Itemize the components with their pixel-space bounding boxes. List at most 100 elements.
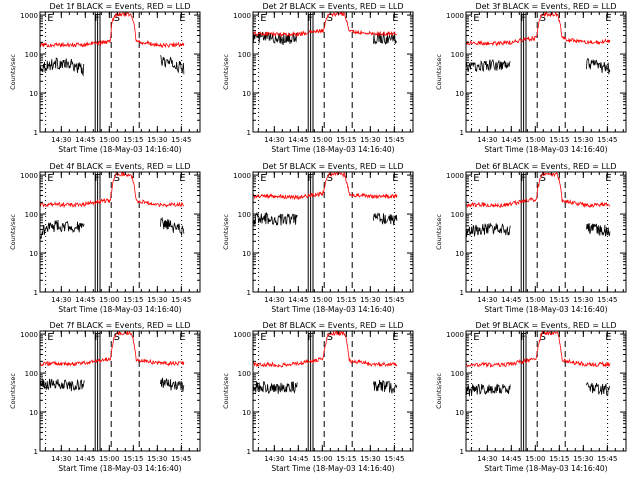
x-axis-label: Start Time (18-May-03 14:16:40) (484, 464, 607, 473)
plot-frame (252, 11, 414, 133)
x-tick-label: 14:45 (288, 455, 308, 463)
x-tick-label: 15:45 (597, 455, 617, 463)
x-tick-label: 15:30 (147, 296, 167, 304)
marker-label-s: S (327, 173, 333, 184)
x-tick-label: 15:00 (312, 136, 332, 144)
y-tick-label: 10 (242, 90, 251, 98)
lld-series-line (39, 11, 185, 49)
marker-label-f: F (94, 13, 100, 24)
marker-label-e: E (260, 173, 266, 184)
events-series-line (252, 211, 298, 226)
x-tick-label: 15:15 (123, 136, 143, 144)
marker-label-s: S (114, 13, 120, 24)
events-series-line (465, 383, 511, 397)
events-series-line (586, 58, 611, 75)
y-tick-label: 1 (34, 289, 38, 297)
y-tick-label: 1000 (446, 331, 464, 339)
events-series-line (586, 382, 611, 397)
y-tick-label: 1 (460, 289, 464, 297)
y-axis-label: Counts/sec (435, 54, 443, 90)
events-series-line (373, 379, 398, 394)
marker-label-f: F (520, 332, 526, 343)
y-tick-label: 1000 (446, 12, 464, 20)
y-tick-label: 100 (25, 211, 38, 219)
events-series-line (160, 55, 185, 75)
y-tick-label: 100 (238, 370, 251, 378)
events-series-line (252, 381, 298, 395)
x-tick-label: 15:15 (336, 296, 356, 304)
y-tick-label: 10 (29, 409, 38, 417)
events-series-line (373, 32, 398, 46)
marker-label-s: S (540, 13, 546, 24)
y-tick-label: 1000 (20, 331, 38, 339)
chart-panel-det9: Det 9f BLACK = Events, RED = LLD E F S E 1 10 1… (435, 321, 627, 473)
lld-series-line (39, 330, 185, 367)
marker-label-e: E (605, 13, 611, 24)
chart-title: Det 2f BLACK = Events, RED = LLD (262, 2, 403, 11)
x-tick-label: 15:00 (99, 136, 119, 144)
marker-label-s: S (114, 332, 120, 343)
x-tick-label: 14:30 (51, 136, 71, 144)
x-tick-label: 14:45 (288, 136, 308, 144)
y-axis-label: Counts/sec (435, 214, 443, 250)
x-tick-label: 15:45 (597, 296, 617, 304)
x-axis-label: Start Time (18-May-03 14:16:40) (484, 145, 607, 154)
events-series-line (373, 212, 398, 226)
y-tick-label: 1 (34, 129, 38, 137)
marker-label-e: E (47, 332, 53, 343)
chart-panel-det3: Det 3f BLACK = Events, RED = LLD E F S E 1 10 1… (435, 2, 627, 154)
plot-frame (252, 330, 414, 452)
lld-series-line (252, 330, 398, 368)
marker-label-s: S (327, 13, 333, 24)
marker-label-f: F (94, 332, 100, 343)
chart-title: Det 7f BLACK = Events, RED = LLD (49, 321, 190, 330)
lld-series-line (252, 10, 397, 38)
x-tick-label: 14:45 (75, 455, 95, 463)
chart-panel-det4: Det 4f BLACK = Events, RED = LLD E F S E 1 10 1… (9, 162, 201, 314)
x-tick-label: 15:45 (384, 296, 404, 304)
y-tick-label: 1 (247, 448, 251, 456)
y-tick-label: 100 (25, 370, 38, 378)
x-tick-label: 14:30 (264, 455, 284, 463)
marker-label-f: F (520, 13, 526, 24)
marker-label-f: F (520, 173, 526, 184)
x-tick-label: 14:45 (75, 296, 95, 304)
lld-series-line (465, 171, 611, 209)
x-tick-label: 14:45 (75, 136, 95, 144)
plot-frame (39, 171, 201, 293)
x-tick-label: 15:45 (384, 455, 404, 463)
y-tick-label: 1000 (20, 172, 38, 180)
y-tick-label: 100 (451, 211, 464, 219)
x-tick-label: 14:30 (477, 136, 497, 144)
x-tick-label: 15:45 (171, 296, 191, 304)
events-series-line (465, 222, 511, 238)
y-tick-label: 1 (247, 129, 251, 137)
marker-label-e: E (473, 332, 479, 343)
chart-title: Det 4f BLACK = Events, RED = LLD (49, 162, 190, 171)
x-tick-label: 15:30 (360, 296, 380, 304)
events-series-line (465, 58, 511, 72)
x-tick-label: 14:30 (264, 296, 284, 304)
marker-label-e: E (605, 173, 611, 184)
lld-series-line (39, 171, 185, 209)
x-tick-label: 15:30 (360, 136, 380, 144)
marker-label-f: F (307, 332, 313, 343)
x-tick-label: 15:15 (123, 455, 143, 463)
y-axis-label: Counts/sec (435, 373, 443, 409)
lld-series-line (465, 329, 611, 368)
y-tick-label: 10 (455, 409, 464, 417)
y-tick-label: 1 (34, 448, 38, 456)
chart-panel-det2: Det 2f BLACK = Events, RED = LLD E F S E 1 10 1… (222, 2, 414, 154)
y-tick-label: 1000 (446, 172, 464, 180)
marker-label-e: E (605, 332, 611, 343)
events-series-line (39, 219, 85, 239)
marker-label-e: E (392, 173, 398, 184)
marker-label-e: E (179, 332, 185, 343)
y-axis-label: Counts/sec (9, 214, 17, 250)
x-axis-label: Start Time (18-May-03 14:16:40) (58, 145, 181, 154)
chart-title: Det 1f BLACK = Events, RED = LLD (49, 2, 190, 11)
y-axis-label: Counts/sec (9, 373, 17, 409)
chart-panel-det8: Det 8f BLACK = Events, RED = LLD E F S E 1 10 1… (222, 321, 414, 473)
chart-title: Det 8f BLACK = Events, RED = LLD (262, 321, 403, 330)
